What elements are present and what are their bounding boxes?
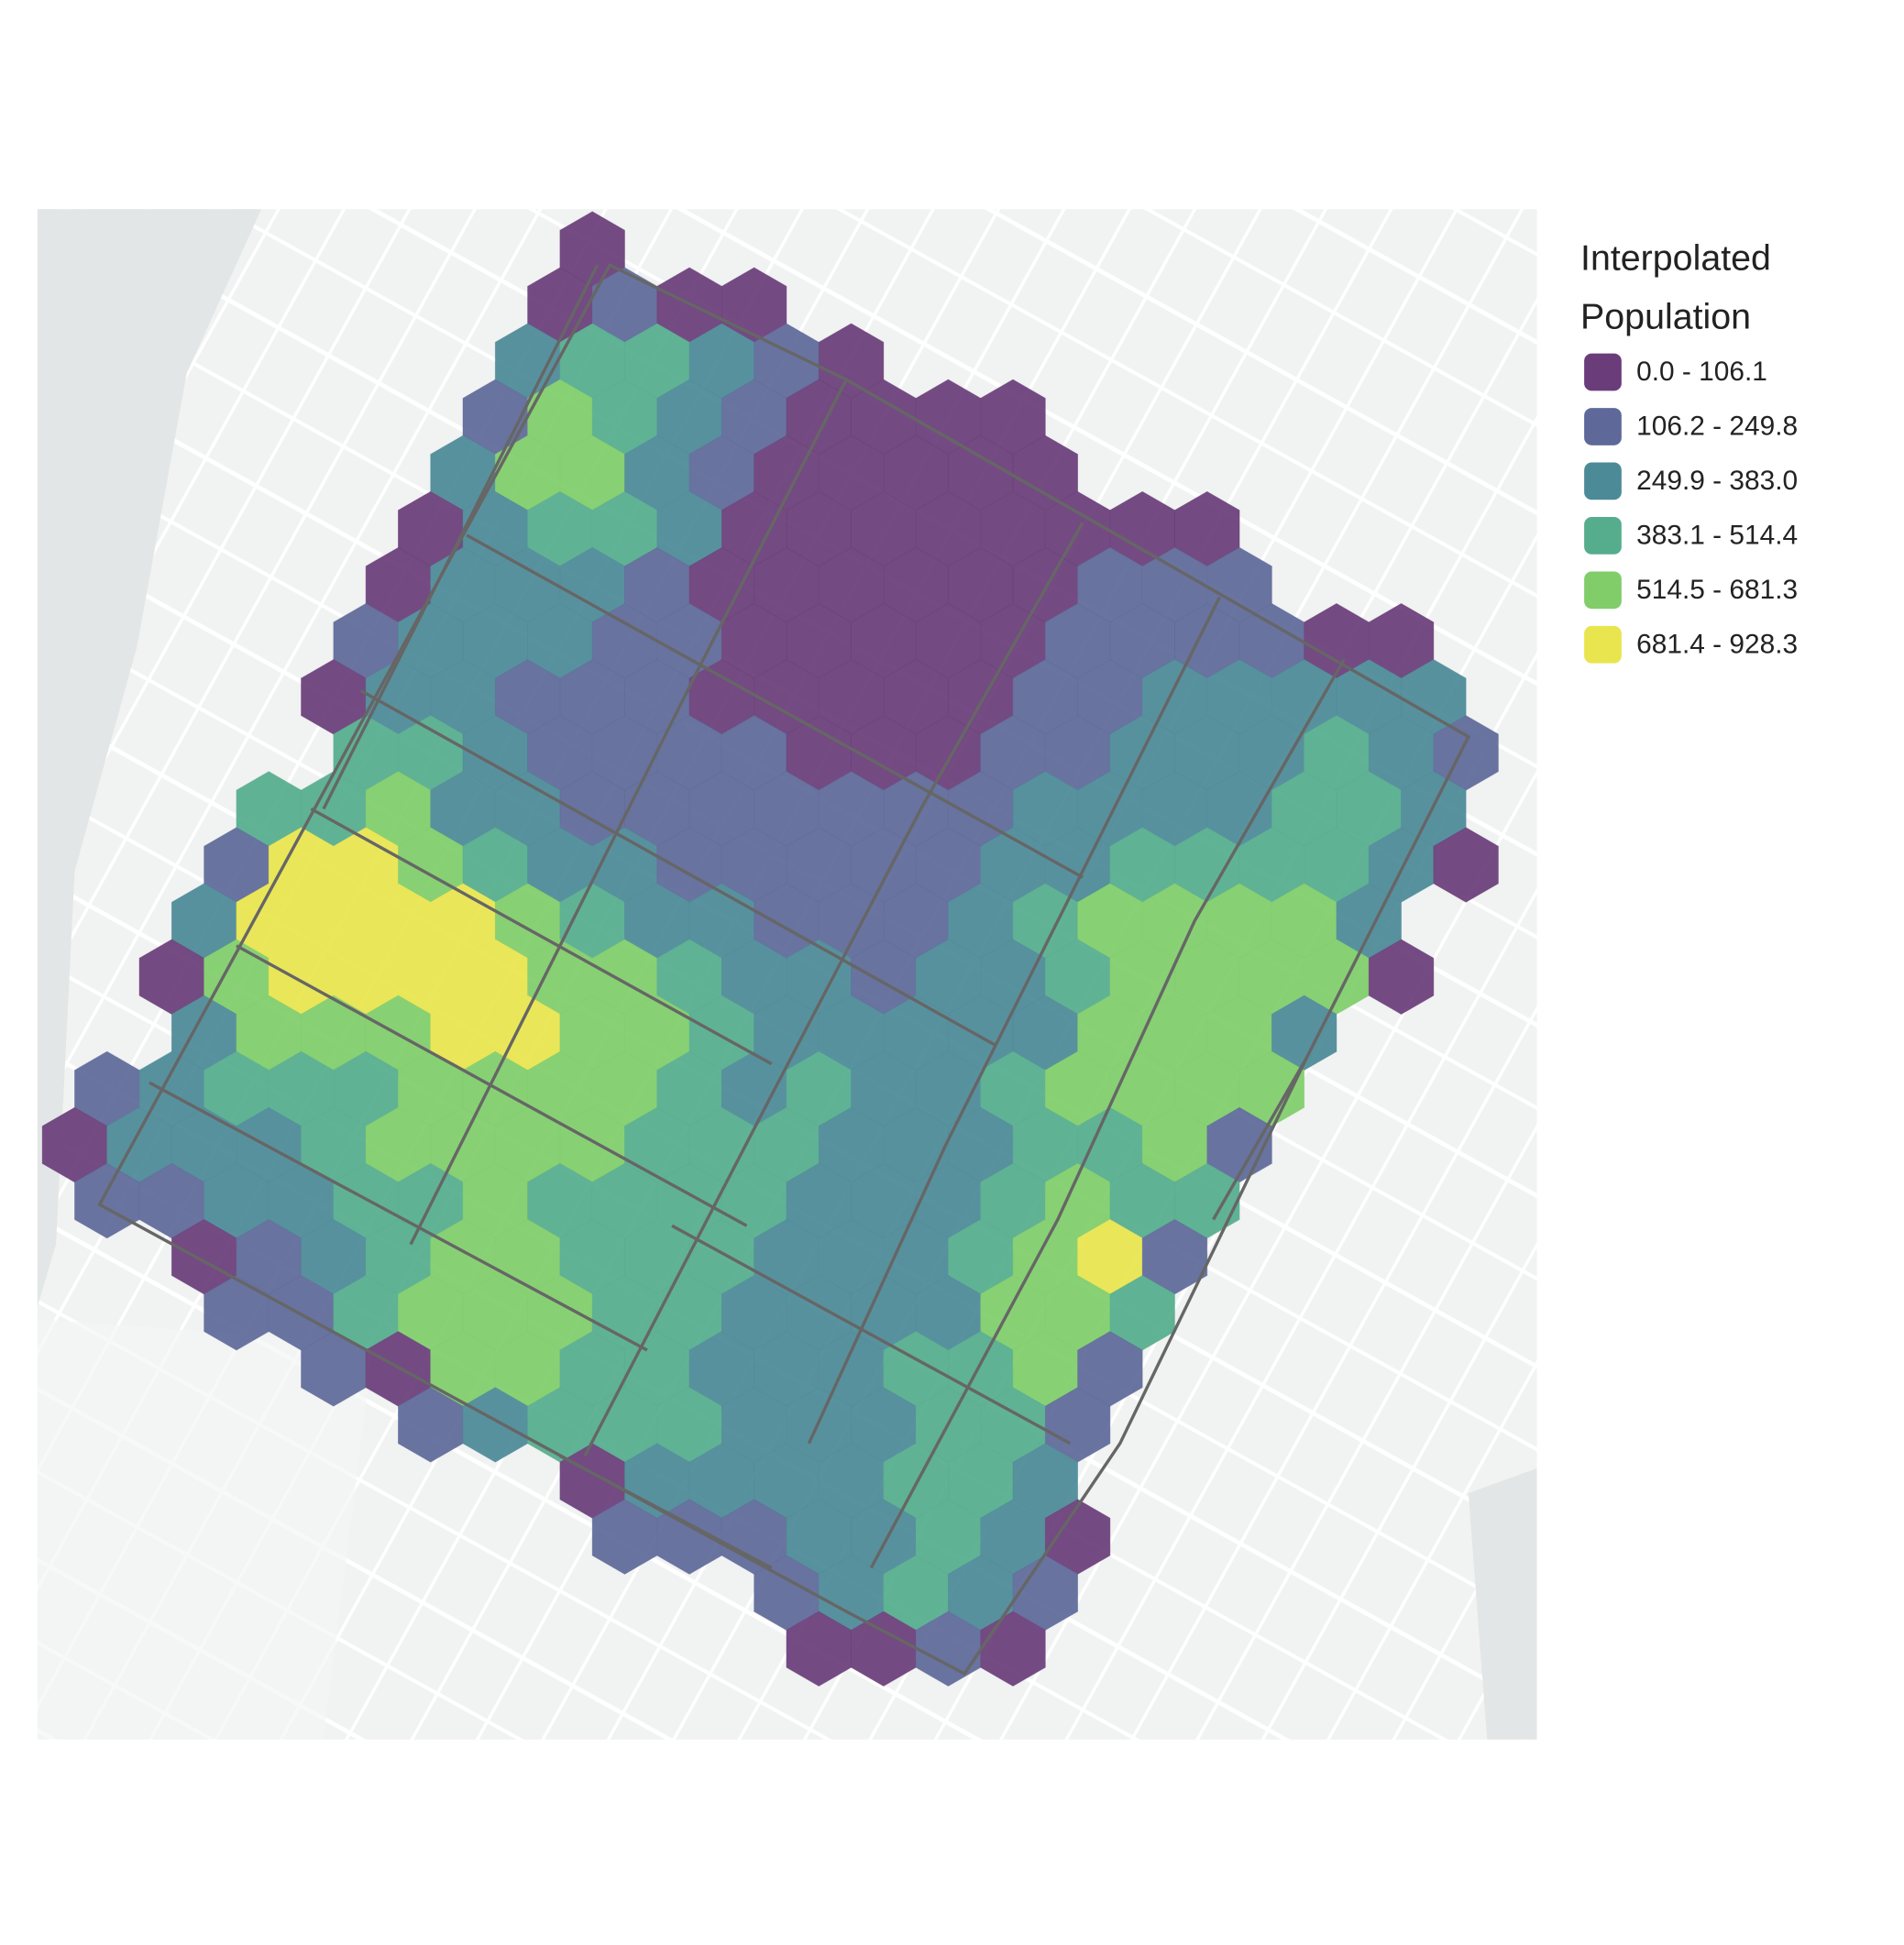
hex-layer <box>41 211 1499 1687</box>
hex-cell <box>1368 939 1435 1015</box>
legend-swatch <box>1584 571 1622 610</box>
legend-swatch <box>1584 462 1622 500</box>
legend-label: 681.4 - 928.3 <box>1636 630 1798 660</box>
legend-swatch <box>1584 408 1622 445</box>
legend-label: 249.9 - 383.0 <box>1636 466 1798 496</box>
tract-outline <box>97 263 1471 1676</box>
legend-title: Population <box>1580 296 1751 336</box>
legend-swatch <box>1584 517 1622 555</box>
hex-cell <box>1433 827 1499 903</box>
legend-label: 106.2 - 249.8 <box>1636 412 1798 442</box>
hex-cell <box>980 1610 1046 1687</box>
legend-label: 0.0 - 106.1 <box>1636 357 1767 387</box>
legend-label: 383.1 - 514.4 <box>1636 521 1798 551</box>
legend-swatch <box>1584 625 1622 664</box>
street-area <box>37 1319 374 1740</box>
tract-line <box>149 264 1346 1570</box>
legend: Interpolated Population 0.0 - 106.1 106.2 -… <box>1580 238 1798 664</box>
tract-boundaries <box>97 263 1471 1676</box>
river <box>37 209 262 1307</box>
legend-title: Interpolated <box>1580 238 1771 279</box>
legend-label: 514.5 - 681.3 <box>1636 575 1798 605</box>
legend-swatch <box>1584 353 1622 391</box>
river <box>1468 1467 1537 1740</box>
